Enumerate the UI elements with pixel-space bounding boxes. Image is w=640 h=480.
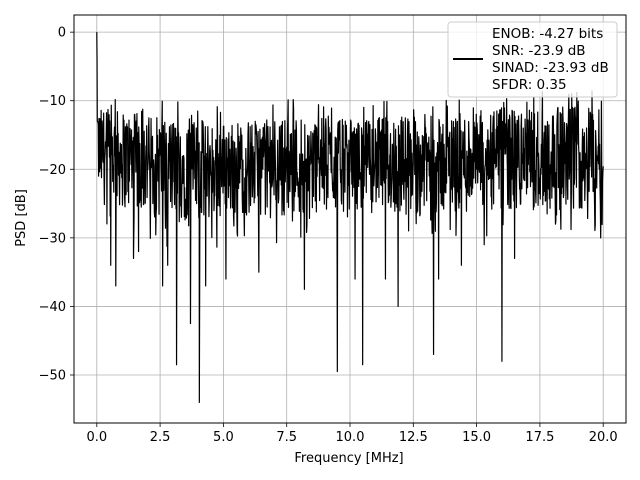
y-tick-label: −10 xyxy=(39,94,66,109)
series-layer xyxy=(96,32,604,404)
x-tick-label: 12.5 xyxy=(399,430,428,445)
legend-snr: SNR: -23.9 dB xyxy=(492,43,586,59)
legend-sfdr: SFDR: 0.35 xyxy=(492,77,567,93)
x-tick-label: 20.0 xyxy=(589,430,618,445)
y-axis: 0 −10 −20 −30 −40 −50 xyxy=(39,26,74,384)
x-tick-label: 0.0 xyxy=(86,430,107,445)
psd-series-line xyxy=(96,32,604,404)
x-tick-label: 7.5 xyxy=(276,430,297,445)
legend-sinad: SINAD: -23.93 dB xyxy=(492,60,609,76)
x-tick-label: 10.0 xyxy=(336,430,365,445)
x-tick-label: 17.5 xyxy=(525,430,554,445)
y-tick-label: 0 xyxy=(58,26,66,41)
x-axis: 0.0 2.5 5.0 7.5 10.0 12.5 15.0 17.5 20.0 xyxy=(86,423,618,445)
x-axis-label: Frequency [MHz] xyxy=(294,451,403,466)
legend-box xyxy=(447,21,618,98)
y-tick-label: −20 xyxy=(39,163,66,178)
y-tick-label: −30 xyxy=(39,231,66,246)
x-tick-label: 5.0 xyxy=(213,430,234,445)
y-tick-label: −40 xyxy=(39,300,66,315)
y-axis-label: PSD [dB] xyxy=(14,189,29,247)
legend-enob: ENOB: -4.27 bits xyxy=(492,26,603,42)
legend: ENOB: -4.27 bits SNR: -23.9 dB SINAD: -2… xyxy=(447,21,618,98)
x-tick-label: 15.0 xyxy=(462,430,491,445)
x-tick-label: 2.5 xyxy=(150,430,171,445)
y-tick-label: −50 xyxy=(39,369,66,384)
